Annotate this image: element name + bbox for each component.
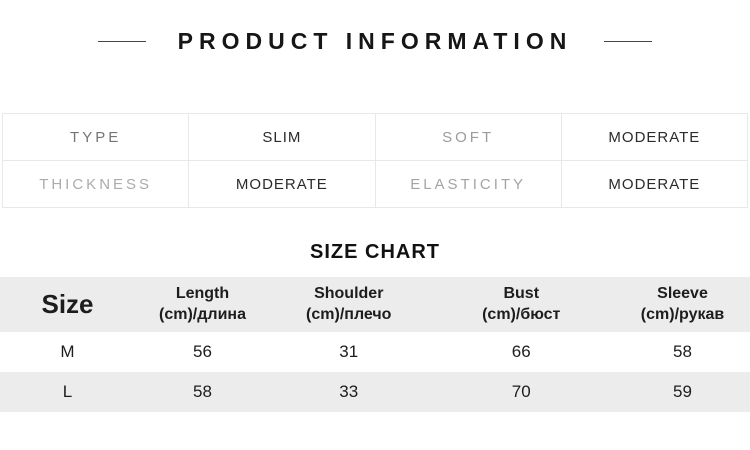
attr-value-elasticity: MODERATE [560,160,749,208]
size-row-m: M 56 31 66 58 [0,332,750,372]
attr-value-type: SLIM [188,113,376,161]
shoulder-value: 31 [339,342,359,361]
size-chart-header-row: Size Length (cm)/длина Shoulder (cm)/пле… [0,277,750,332]
product-attributes-table: TYPE SLIM SOFT MODERATE THICKNESS MODERA… [1,113,749,208]
attr-label-elasticity: ELASTICITY [374,160,562,208]
bust-value: 70 [511,382,531,401]
shoulder-value: 33 [339,382,359,401]
col-header-length-line1: Length [175,284,230,302]
col-header-sleeve-line1: Sleeve [657,284,708,302]
attr-value-thickness: MODERATE [188,160,376,208]
size-chart-title: SIZE CHART [310,241,440,263]
size-row-l: L 58 33 70 59 [0,372,750,412]
attr-label-soft: SOFT [374,113,562,161]
page-header: PRODUCT INFORMATION [0,0,750,54]
size-label: L [62,382,73,401]
attr-label-type: TYPE [1,113,190,161]
bust-value: 66 [511,342,531,361]
col-header-size-label: Size [41,288,94,319]
col-header-size: Size [0,277,135,332]
header-rule-right [604,40,653,42]
attributes-row-2: THICKNESS MODERATE ELASTICITY MODERATE [1,160,749,208]
col-header-shoulder: Shoulder (cm)/плечо [270,277,428,332]
attr-value-soft: MODERATE [560,113,749,161]
col-header-length-line2: (cm)/длина [159,305,246,323]
length-value: 56 [193,342,212,361]
col-header-length: Length (cm)/длина [135,277,270,332]
size-chart-table: Size Length (cm)/длина Shoulder (cm)/пле… [0,277,750,412]
length-value: 58 [193,382,212,401]
attr-label-thickness: THICKNESS [1,160,190,208]
col-header-bust-line2: (cm)/бюст [482,305,561,323]
sleeve-value: 58 [673,342,692,361]
attributes-row-1: TYPE SLIM SOFT MODERATE [1,113,749,161]
col-header-sleeve: Sleeve (cm)/рукав [615,277,750,332]
page-title: PRODUCT INFORMATION [177,28,573,54]
col-header-bust: Bust (cm)/бюст [428,277,616,332]
size-label: M [60,342,75,361]
sleeve-value: 59 [673,382,692,401]
col-header-shoulder-line1: Shoulder [314,284,384,302]
col-header-bust-line1: Bust [503,284,540,302]
col-header-shoulder-line2: (cm)/плечо [306,305,392,323]
header-rule-left [97,40,146,42]
col-header-sleeve-line2: (cm)/рукав [640,305,725,323]
